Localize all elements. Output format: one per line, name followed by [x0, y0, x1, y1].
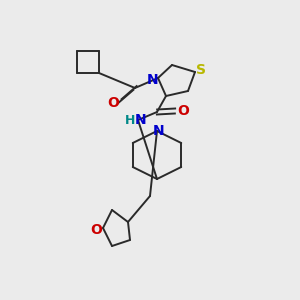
Text: O: O	[107, 96, 119, 110]
Text: H: H	[125, 113, 135, 127]
Text: N: N	[135, 113, 147, 127]
Text: O: O	[177, 104, 189, 118]
Text: N: N	[147, 73, 159, 87]
Text: S: S	[196, 63, 206, 77]
Text: N: N	[153, 124, 165, 138]
Text: O: O	[90, 223, 102, 237]
